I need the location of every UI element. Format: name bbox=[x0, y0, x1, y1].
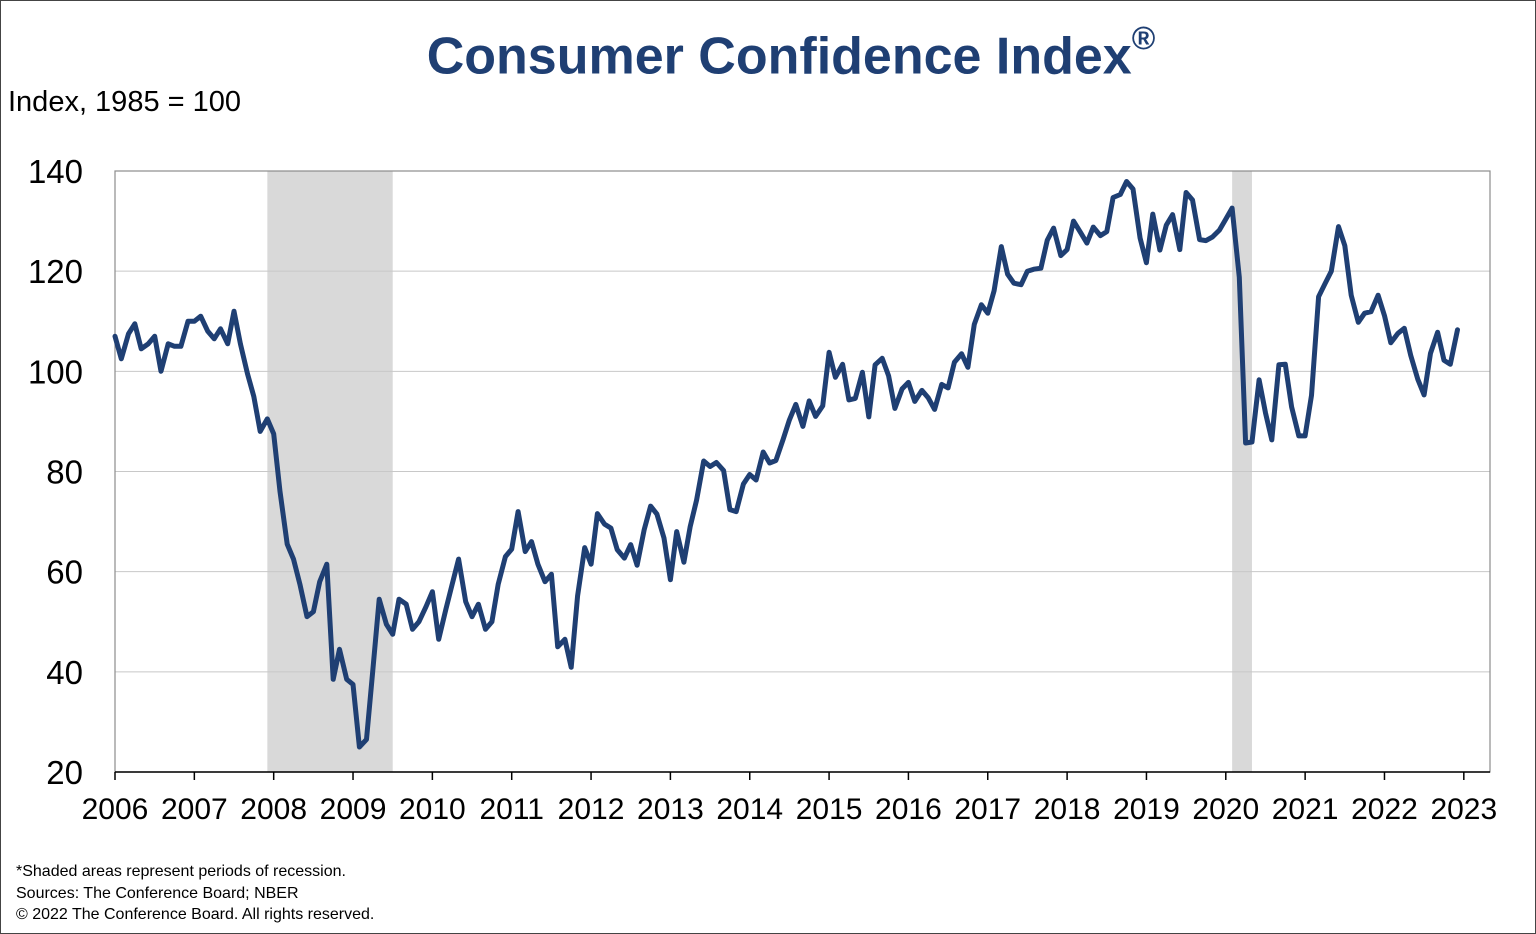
series-line-1 bbox=[112, 179, 1460, 750]
chart-title: Consumer Confidence Index® bbox=[0, 20, 1536, 86]
y-tick-label-140: 140 bbox=[28, 153, 83, 190]
x-tick-label-2016: 2016 bbox=[875, 793, 942, 826]
series-group bbox=[112, 179, 1460, 750]
x-tick-label-2013: 2013 bbox=[637, 793, 704, 826]
footnotes: *Shaded areas represent periods of reces… bbox=[16, 861, 374, 926]
x-axis bbox=[114, 771, 1490, 780]
x-tick-label-2012: 2012 bbox=[558, 793, 625, 826]
x-tick-label-2015: 2015 bbox=[796, 793, 863, 826]
x-tick-label-2017: 2017 bbox=[954, 793, 1021, 826]
y-tick-label-20: 20 bbox=[46, 754, 83, 791]
y-tick-label-60: 60 bbox=[46, 554, 83, 591]
x-tick-label-2023: 2023 bbox=[1430, 793, 1497, 826]
footnote-copyright: © 2022 The Conference Board. All rights … bbox=[16, 906, 375, 923]
footnote-recession: *Shaded areas represent periods of reces… bbox=[16, 863, 346, 880]
chart-title-text: Consumer Confidence Index bbox=[426, 27, 1132, 86]
x-axis-tick-labels: 2006 2007 2008 2009 2010 2011 2012 2013 2014 2015… bbox=[82, 793, 1498, 826]
y-axis-label: Index, 1985 = 100 bbox=[8, 86, 242, 118]
y-axis-tick-labels: 20 40 60 80 100 120 140 bbox=[28, 153, 83, 791]
y-tick-label-120: 120 bbox=[28, 253, 83, 290]
x-tick-label-2021: 2021 bbox=[1272, 793, 1339, 826]
y-tick-label-40: 40 bbox=[46, 654, 83, 691]
x-tick-label-2019: 2019 bbox=[1113, 793, 1180, 826]
x-tick-label-2009: 2009 bbox=[320, 793, 387, 826]
x-tick-label-2008: 2008 bbox=[240, 793, 307, 826]
x-tick-label-2006: 2006 bbox=[82, 793, 149, 826]
x-tick-label-2011: 2011 bbox=[479, 793, 544, 826]
x-tick-label-2010: 2010 bbox=[399, 793, 466, 826]
footnote-sources: Sources: The Conference Board; NBER bbox=[16, 884, 299, 902]
registered-mark: ® bbox=[1131, 20, 1156, 56]
x-tick-label-2018: 2018 bbox=[1034, 793, 1101, 826]
x-tick-label-2014: 2014 bbox=[716, 793, 783, 826]
x-tick-label-2007: 2007 bbox=[161, 793, 228, 826]
x-tick-label-2020: 2020 bbox=[1192, 793, 1259, 826]
x-tick-label-2022: 2022 bbox=[1351, 793, 1418, 826]
y-tick-label-100: 100 bbox=[28, 353, 83, 390]
y-tick-label-80: 80 bbox=[46, 454, 83, 491]
